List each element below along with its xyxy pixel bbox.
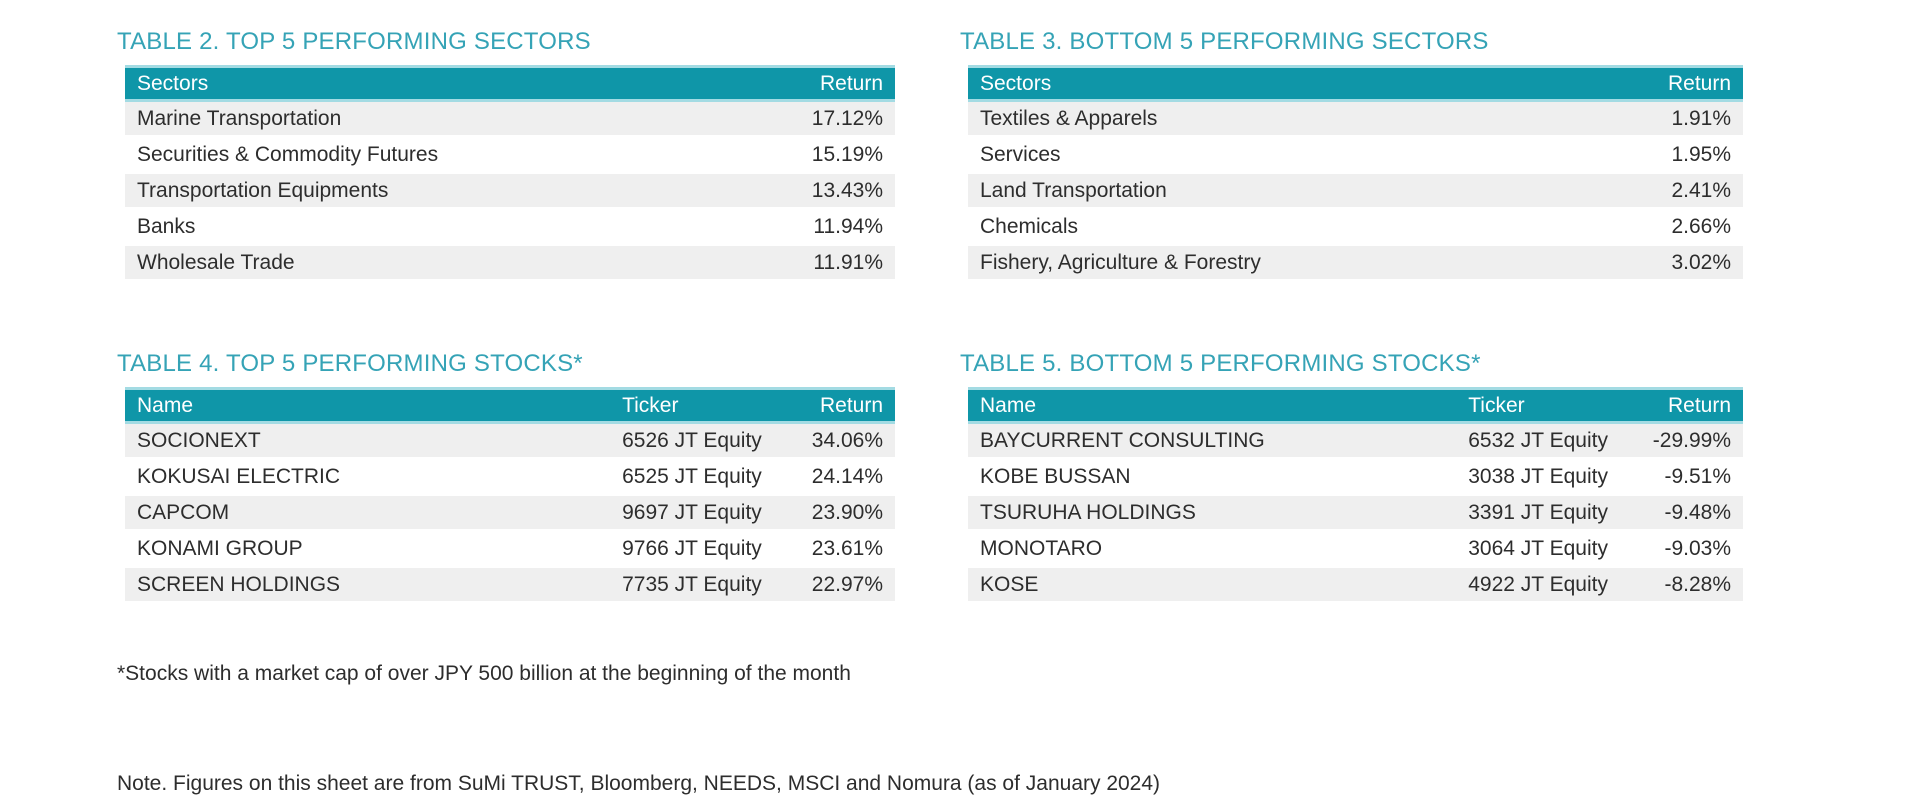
return-cell: -9.51% xyxy=(1626,458,1743,496)
table-header-row: Sectors Return xyxy=(968,65,1743,102)
column-header-return: Return xyxy=(755,65,895,102)
return-cell: 2.41% xyxy=(1603,172,1743,210)
table-row: KOBE BUSSAN 3038 JT Equity -9.51% xyxy=(968,458,1743,496)
name-cell: KOSE xyxy=(968,566,1457,604)
return-cell: 2.66% xyxy=(1603,208,1743,246)
top-stocks-table-block: TABLE 4. TOP 5 PERFORMING STOCKS* Name T… xyxy=(117,350,895,604)
column-header-sectors: Sectors xyxy=(125,65,755,102)
return-cell: 34.06% xyxy=(779,422,895,460)
return-cell: 24.14% xyxy=(779,458,895,496)
table-header-row: Name Ticker Return xyxy=(968,387,1743,424)
table-row: Services 1.95% xyxy=(968,136,1743,174)
table-row: Securities & Commodity Futures 15.19% xyxy=(125,136,895,174)
table-row: KOSE 4922 JT Equity -8.28% xyxy=(968,566,1743,604)
table-header-row: Sectors Return xyxy=(125,65,895,102)
return-cell: 11.94% xyxy=(755,208,895,246)
name-cell: KONAMI GROUP xyxy=(125,530,611,568)
name-cell: SCREEN HOLDINGS xyxy=(125,566,611,604)
column-header-ticker: Ticker xyxy=(610,387,780,424)
return-cell: 15.19% xyxy=(755,136,895,174)
ticker-cell: 3064 JT Equity xyxy=(1456,530,1627,568)
bottom-stocks-table-block: TABLE 5. BOTTOM 5 PERFORMING STOCKS* Nam… xyxy=(960,350,1743,604)
table-row: Chemicals 2.66% xyxy=(968,208,1743,246)
return-cell: 11.91% xyxy=(755,244,895,282)
sector-cell: Banks xyxy=(125,208,755,246)
return-cell: 23.61% xyxy=(779,530,895,568)
return-cell: 1.95% xyxy=(1603,136,1743,174)
table-row: Banks 11.94% xyxy=(125,208,895,246)
ticker-cell: 3391 JT Equity xyxy=(1456,494,1627,532)
return-cell: 17.12% xyxy=(755,100,895,138)
ticker-cell: 7735 JT Equity xyxy=(610,566,780,604)
top-sectors-table-block: TABLE 2. TOP 5 PERFORMING SECTORS Sector… xyxy=(117,28,895,282)
ticker-cell: 3038 JT Equity xyxy=(1456,458,1627,496)
column-header-return: Return xyxy=(1626,387,1743,424)
table-row: BAYCURRENT CONSULTING 6532 JT Equity -29… xyxy=(968,422,1743,460)
name-cell: TSURUHA HOLDINGS xyxy=(968,494,1457,532)
sector-cell: Marine Transportation xyxy=(125,100,755,138)
return-cell: -8.28% xyxy=(1626,566,1743,604)
return-cell: 23.90% xyxy=(779,494,895,532)
table-row: SOCIONEXT 6526 JT Equity 34.06% xyxy=(125,422,895,460)
table-row: SCREEN HOLDINGS 7735 JT Equity 22.97% xyxy=(125,566,895,604)
name-cell: CAPCOM xyxy=(125,494,611,532)
table-row: MONOTARO 3064 JT Equity -9.03% xyxy=(968,530,1743,568)
table-row: Wholesale Trade 11.91% xyxy=(125,244,895,282)
table-row: Fishery, Agriculture & Forestry 3.02% xyxy=(968,244,1743,282)
table-row: KOKUSAI ELECTRIC 6525 JT Equity 24.14% xyxy=(125,458,895,496)
ticker-cell: 9766 JT Equity xyxy=(610,530,780,568)
name-cell: KOKUSAI ELECTRIC xyxy=(125,458,611,496)
name-cell: KOBE BUSSAN xyxy=(968,458,1457,496)
return-cell: 1.91% xyxy=(1603,100,1743,138)
return-cell: -29.99% xyxy=(1626,422,1743,460)
sector-cell: Land Transportation xyxy=(968,172,1603,210)
name-cell: MONOTARO xyxy=(968,530,1457,568)
table-row: Land Transportation 2.41% xyxy=(968,172,1743,210)
ticker-cell: 9697 JT Equity xyxy=(610,494,780,532)
return-cell: 22.97% xyxy=(779,566,895,604)
name-cell: SOCIONEXT xyxy=(125,422,611,460)
bottom-sectors-table-block: TABLE 3. BOTTOM 5 PERFORMING SECTORS Sec… xyxy=(960,28,1743,282)
sector-cell: Securities & Commodity Futures xyxy=(125,136,755,174)
table-row: KONAMI GROUP 9766 JT Equity 23.61% xyxy=(125,530,895,568)
table-row: TSURUHA HOLDINGS 3391 JT Equity -9.48% xyxy=(968,494,1743,532)
return-cell: -9.48% xyxy=(1626,494,1743,532)
column-header-return: Return xyxy=(1603,65,1743,102)
column-header-sectors: Sectors xyxy=(968,65,1603,102)
ticker-cell: 4922 JT Equity xyxy=(1456,566,1627,604)
sector-cell: Services xyxy=(968,136,1603,174)
sector-cell: Chemicals xyxy=(968,208,1603,246)
sector-cell: Fishery, Agriculture & Forestry xyxy=(968,244,1603,282)
table-title: TABLE 4. TOP 5 PERFORMING STOCKS* xyxy=(117,350,583,377)
table-row: Transportation Equipments 13.43% xyxy=(125,172,895,210)
bottom-stocks-table: Name Ticker Return BAYCURRENT CONSULTING… xyxy=(968,387,1743,604)
table-row: Marine Transportation 17.12% xyxy=(125,100,895,138)
source-note: Note. Figures on this sheet are from SuM… xyxy=(117,772,1161,795)
column-header-name: Name xyxy=(968,387,1457,424)
ticker-cell: 6526 JT Equity xyxy=(610,422,780,460)
table-header-row: Name Ticker Return xyxy=(125,387,895,424)
table-title: TABLE 2. TOP 5 PERFORMING SECTORS xyxy=(117,28,591,55)
ticker-cell: 6532 JT Equity xyxy=(1456,422,1627,460)
sector-cell: Transportation Equipments xyxy=(125,172,755,210)
market-cap-footnote: *Stocks with a market cap of over JPY 50… xyxy=(117,662,851,685)
return-cell: -9.03% xyxy=(1626,530,1743,568)
column-header-name: Name xyxy=(125,387,611,424)
table-row: Textiles & Apparels 1.91% xyxy=(968,100,1743,138)
top-sectors-table: Sectors Return Marine Transportation 17.… xyxy=(125,65,895,282)
ticker-cell: 6525 JT Equity xyxy=(610,458,780,496)
column-header-ticker: Ticker xyxy=(1456,387,1627,424)
sector-cell: Wholesale Trade xyxy=(125,244,755,282)
return-cell: 13.43% xyxy=(755,172,895,210)
table-title: TABLE 5. BOTTOM 5 PERFORMING STOCKS* xyxy=(960,350,1481,377)
name-cell: BAYCURRENT CONSULTING xyxy=(968,422,1457,460)
column-header-return: Return xyxy=(779,387,895,424)
table-row: CAPCOM 9697 JT Equity 23.90% xyxy=(125,494,895,532)
table-title: TABLE 3. BOTTOM 5 PERFORMING SECTORS xyxy=(960,28,1489,55)
bottom-sectors-table: Sectors Return Textiles & Apparels 1.91%… xyxy=(968,65,1743,282)
sector-cell: Textiles & Apparels xyxy=(968,100,1603,138)
return-cell: 3.02% xyxy=(1603,244,1743,282)
top-stocks-table: Name Ticker Return SOCIONEXT 6526 JT Equ… xyxy=(125,387,895,604)
